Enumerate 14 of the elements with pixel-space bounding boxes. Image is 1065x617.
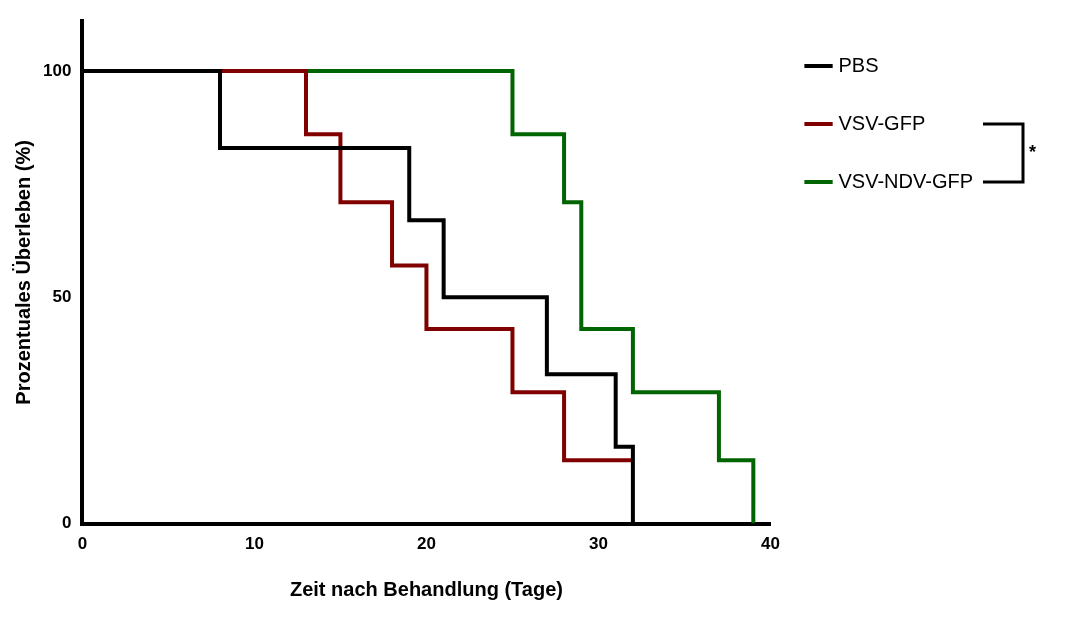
x-tick-label: 0 [77, 534, 88, 554]
y-tick-label: 100 [42, 60, 72, 80]
y-tick-label: 50 [52, 286, 72, 306]
legend-label: VSV-GFP [838, 111, 926, 134]
x-axis-title: Zeit nach Behandlung (Tage) [289, 577, 563, 600]
x-tick-label: 30 [589, 534, 608, 554]
x-tick-label: 40 [761, 534, 780, 554]
legend-label: VSV-NDV-GFP [838, 169, 974, 192]
y-axis-title: Prozentuales Überleben (%) [11, 140, 34, 405]
legend-label: PBS [838, 53, 879, 76]
y-tick-label: 0 [61, 513, 72, 533]
text: * [1029, 141, 1037, 162]
x-tick-label: 20 [416, 534, 436, 554]
x-tick-label: 10 [244, 534, 264, 554]
